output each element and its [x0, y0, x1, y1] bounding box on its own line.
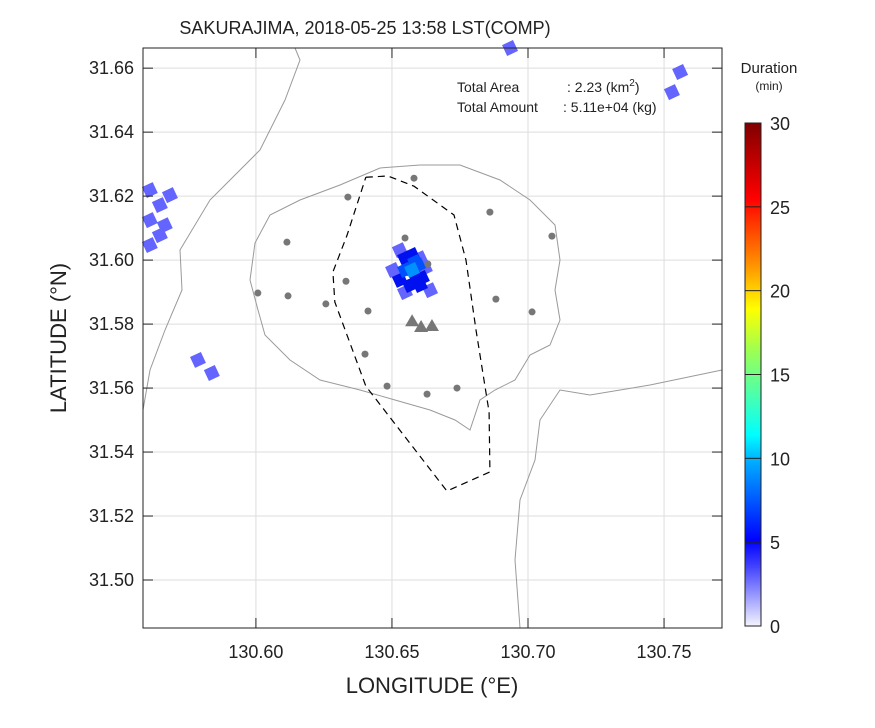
vent-marker	[405, 314, 420, 327]
axis-ticks: 130.60 130.65 130.70 130.75 31.50 31.52 31.54 3…	[89, 48, 722, 662]
station-marker	[284, 292, 292, 300]
station-marker	[548, 232, 556, 240]
y-tick-label: 31.50	[89, 570, 134, 590]
x-tick-label: 130.65	[364, 642, 419, 662]
ash-cell	[404, 262, 421, 278]
vent-marker	[414, 319, 429, 332]
station-marker	[344, 193, 352, 201]
station-markers	[254, 174, 556, 398]
y-axis-label: LATITUDE (°N)	[46, 263, 71, 413]
ash-cell	[663, 84, 680, 101]
ash-cell	[161, 187, 178, 204]
station-marker	[361, 350, 369, 358]
station-marker	[528, 308, 536, 316]
ash-cell	[413, 270, 430, 286]
vent-marker	[424, 319, 439, 332]
station-marker	[423, 390, 431, 398]
station-marker	[342, 277, 350, 285]
restricted-zone-boundary	[332, 175, 491, 492]
total-area-label: Total Area	[457, 79, 519, 95]
colorbar-title: Duration	[741, 60, 798, 77]
y-tick-label: 31.54	[89, 442, 134, 462]
colorbar-tick-label: 30	[770, 114, 790, 134]
station-marker	[401, 234, 409, 242]
x-axis-label: LONGITUDE (°E)	[346, 673, 519, 698]
colorbar-tick-label: 0	[770, 617, 780, 637]
colorbar-tick-label: 5	[770, 533, 780, 553]
ash-cell	[203, 365, 220, 382]
osumi-coast	[514, 369, 723, 629]
ash-cell	[189, 351, 206, 368]
y-tick-label: 31.52	[89, 506, 134, 526]
vent-markers	[405, 314, 439, 332]
x-tick-label: 130.75	[637, 642, 692, 662]
colorbar-ticks: 0 5 10 15 20 25 30	[745, 114, 790, 637]
x-tick-label: 130.70	[500, 642, 555, 662]
colorbar-unit: (min)	[755, 79, 782, 93]
total-amount-value: : 5.11e+04 (kg)	[563, 99, 657, 115]
ash-cell	[141, 237, 158, 254]
y-tick-label: 31.66	[89, 58, 134, 78]
station-marker	[322, 300, 330, 308]
y-tick-label: 31.62	[89, 186, 134, 206]
y-tick-label: 31.60	[89, 250, 134, 270]
ash-cell	[385, 262, 402, 278]
station-marker	[254, 289, 262, 297]
colorbar-tick-label: 20	[770, 282, 790, 302]
y-tick-label: 31.56	[89, 378, 134, 398]
ash-cell	[672, 64, 689, 80]
colorbar-tick-label: 15	[770, 366, 790, 386]
station-marker	[486, 208, 494, 216]
colorbar-tick-label: 25	[770, 198, 790, 218]
station-marker	[410, 174, 418, 182]
sakurajima-coast	[249, 164, 561, 431]
ash-cell	[141, 182, 158, 199]
station-marker	[383, 382, 391, 390]
ash-cells	[141, 40, 689, 382]
plot-frame	[142, 47, 723, 629]
summary-annotation: Total Area : 2.23 (km2) Total Amount : 5…	[457, 78, 657, 115]
station-marker	[453, 384, 461, 392]
colorbar-tick-label: 10	[770, 449, 790, 469]
station-marker	[283, 238, 291, 246]
y-tick-label: 31.64	[89, 122, 134, 142]
ash-cell	[151, 197, 168, 214]
total-amount-label: Total Amount	[457, 99, 538, 115]
total-area-value: : 2.23 (km2)	[567, 78, 639, 95]
x-tick-label: 130.60	[228, 642, 283, 662]
station-marker	[364, 307, 372, 315]
station-marker	[424, 260, 432, 268]
coastline	[142, 47, 723, 629]
ash-cell	[156, 217, 173, 234]
kagoshima-coast	[142, 47, 301, 411]
station-marker	[492, 295, 500, 303]
grid-lines	[143, 48, 722, 628]
y-tick-label: 31.58	[89, 314, 134, 334]
chart-title: SAKURAJIMA, 2018-05-25 13:58 LST(COMP)	[179, 18, 550, 38]
ash-cell	[141, 212, 158, 229]
